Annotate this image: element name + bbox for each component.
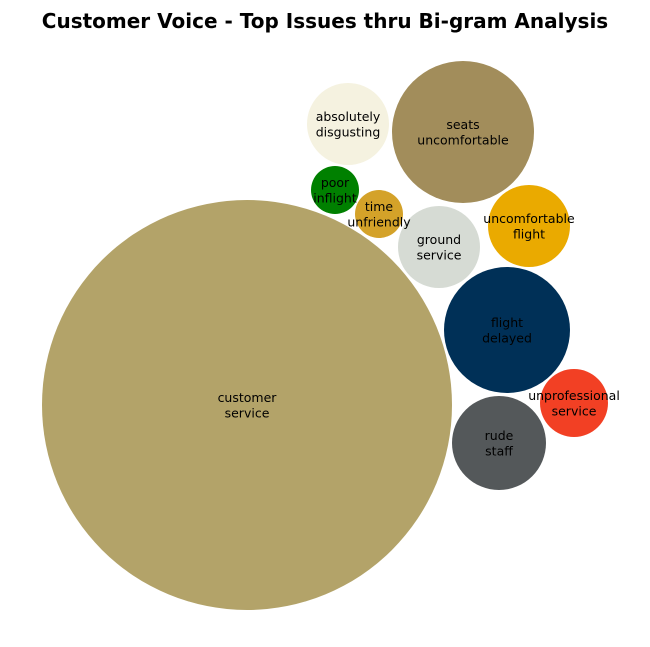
bubble-rude-staff — [452, 396, 546, 490]
bubble-label-line: delayed — [482, 330, 532, 345]
bubble-label-line: flight — [513, 226, 545, 241]
bubble-label-line: seats — [446, 117, 479, 132]
bubble-label-seats-uncomfortable: seats uncomfortable — [417, 117, 509, 148]
bubble-label-line: flight — [491, 315, 523, 330]
bubble-label-rude-staff: rude staff — [485, 428, 514, 459]
bubble-label-line: service — [225, 405, 270, 420]
bubble-label-line: absolutely — [316, 109, 381, 124]
bubble-flight-delayed — [444, 267, 570, 393]
bubble-label-time-unfriendly: time unfriendly — [347, 199, 411, 230]
bubble-label-line: service — [417, 247, 462, 262]
bubble-label-line: rude — [485, 428, 514, 443]
bubble-label-poor-inflight: poor inflight — [313, 175, 357, 206]
bubble-label-line: uncomfortable — [417, 132, 509, 147]
bubble-label-line: poor — [321, 175, 350, 190]
bubble-label-unprofessional-service: unprofessional service — [528, 388, 620, 419]
bubble-unprofessional-service — [540, 369, 608, 437]
chart-title: Customer Voice - Top Issues thru Bi-gram… — [42, 9, 608, 33]
bubble-label-absolutely-disgusting: absolutely disgusting — [316, 109, 381, 140]
bubble-label-ground-service: ground service — [417, 232, 462, 263]
bubble-label-line: disgusting — [316, 124, 381, 139]
bubble-label-flight-delayed: flight delayed — [482, 315, 532, 346]
bubble-label-line: inflight — [313, 190, 357, 205]
bubble-customer-service — [42, 200, 452, 610]
bubble-label-line: unfriendly — [347, 214, 411, 229]
bubble-uncomfortable-flight — [488, 185, 570, 267]
bubble-time-unfriendly — [355, 190, 403, 238]
bubble-label-line: unprofessional — [528, 388, 620, 403]
bubble-seats-uncomfortable — [392, 61, 534, 203]
bubble-absolutely-disgusting — [307, 83, 389, 165]
bubble-label-line: service — [552, 403, 597, 418]
bubble-label-line: uncomfortable — [483, 211, 575, 226]
bubble-label-uncomfortable-flight: uncomfortable flight — [483, 211, 575, 242]
bubble-label-customer-service: customer service — [218, 390, 278, 421]
bubble-ground-service — [398, 206, 480, 288]
bubble-label-line: time — [365, 199, 394, 214]
bubble-label-line: customer — [218, 390, 278, 405]
bubble-poor-inflight — [311, 166, 359, 214]
bubble-label-line: staff — [485, 443, 513, 458]
bubble-label-line: ground — [417, 232, 461, 247]
